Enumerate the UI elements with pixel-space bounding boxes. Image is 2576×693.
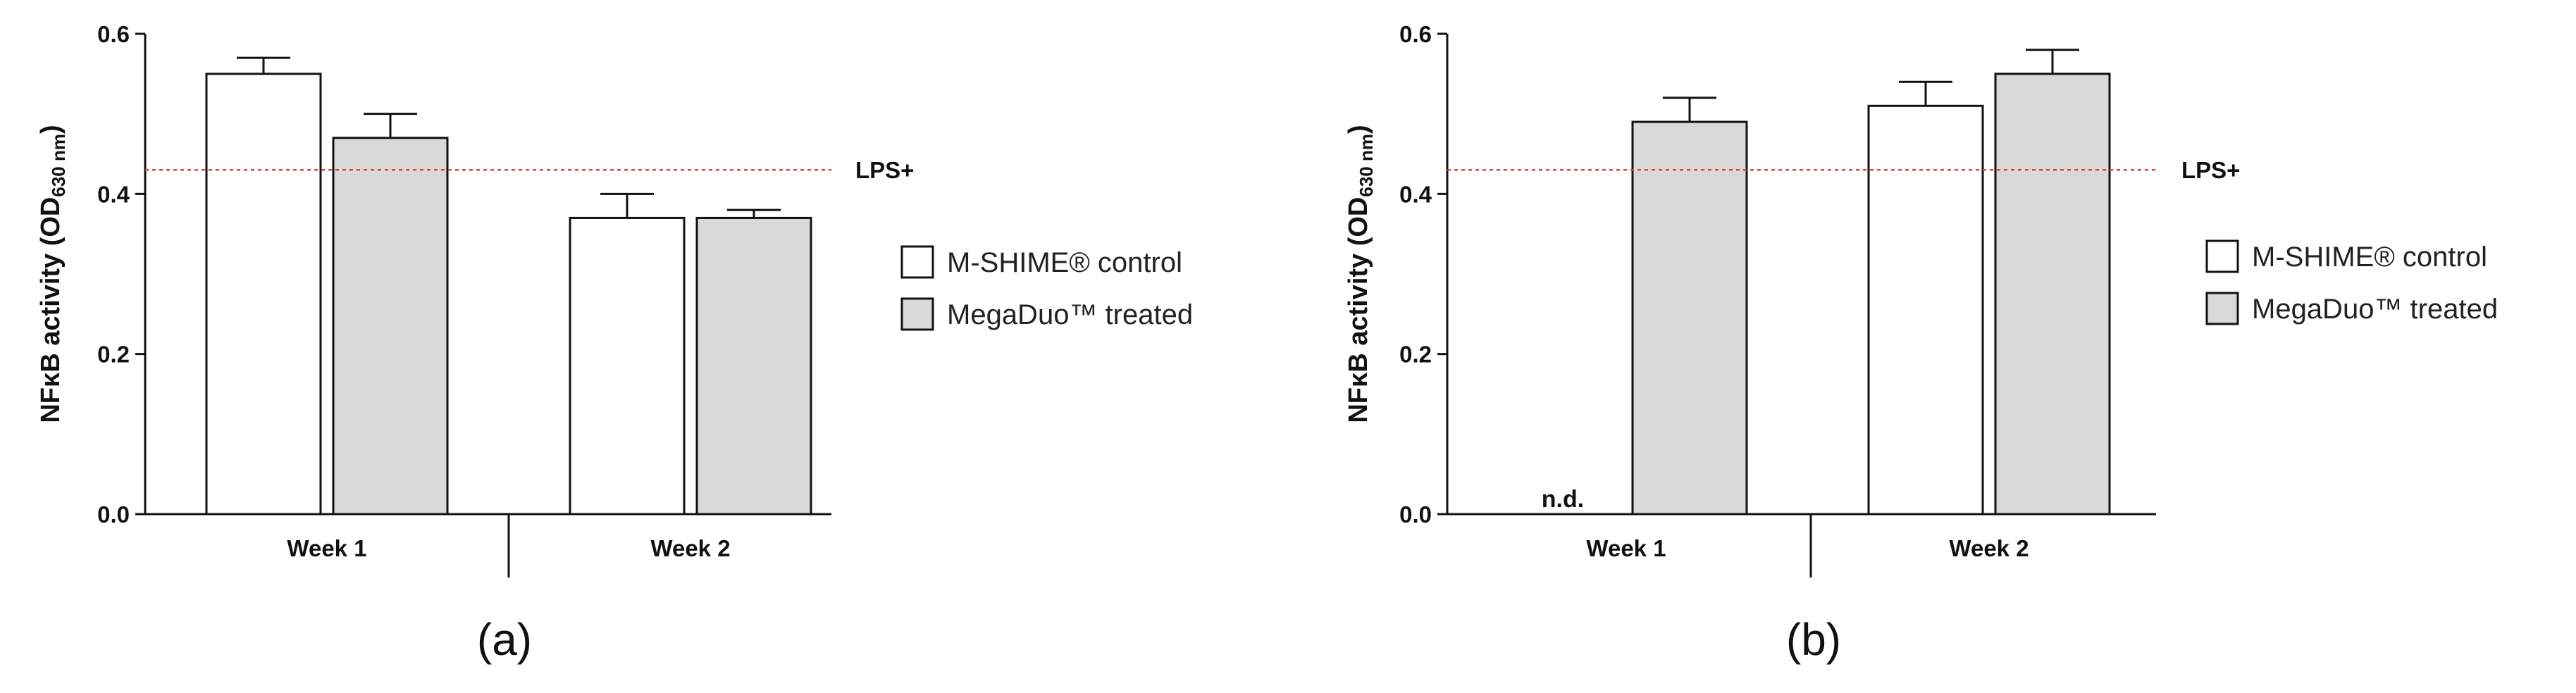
bar-series1-1	[1631, 120, 1748, 516]
y-axis-title: NFκB activity (OD630 nm)	[36, 125, 69, 423]
legend-swatch-series0	[900, 245, 934, 279]
legend-label-series0: M-SHIME® control	[2252, 242, 2487, 273]
panel-label: (b)	[1786, 614, 1841, 665]
y-axis-title-close: )	[1344, 125, 1373, 134]
legend-swatch-series1	[900, 297, 934, 331]
y-tick-label: 0.6	[1399, 21, 1432, 47]
y-tick-label: 0.2	[1399, 342, 1432, 368]
y-axis-title-close: )	[36, 125, 66, 134]
y-tick-label: 0.0	[1399, 501, 1432, 527]
legend-swatch-series0	[2205, 239, 2239, 273]
bar-series1-1	[332, 137, 449, 516]
x-tick-label: Week 1	[1586, 535, 1666, 561]
y-axis-title: NFκB activity (OD630 nm)	[1344, 125, 1377, 423]
x-tick-label: Week 1	[287, 535, 366, 561]
not-detected-label: n.d.	[1542, 486, 1584, 513]
chart-panel-a: 0.0 0.2 0.4 0.6 NFκB activity (OD630 nm) Week…	[36, 21, 1193, 665]
legend-label-series1: MegaDuo™ treated	[2252, 294, 2498, 325]
y-tick-label: 0.6	[97, 21, 130, 47]
chart-panel-b: 0.0 0.2 0.4 0.6 NFκB activity (OD630 nm) Week…	[1344, 21, 2498, 665]
reference-line-label: LPS+	[2181, 157, 2240, 183]
panel-label: (a)	[477, 614, 532, 665]
reference-line-label: LPS+	[855, 157, 914, 183]
y-axis-title-main: NFκB activity (OD	[1344, 197, 1373, 423]
bar-series1-2	[695, 216, 812, 516]
y-axis-title-main: NFκB activity (OD	[36, 197, 66, 423]
bar-series1-2	[1994, 73, 2111, 516]
y-tick-label: 0.0	[97, 501, 130, 527]
bar-series0-2	[569, 216, 686, 516]
x-tick-label: Week 2	[1949, 535, 2029, 561]
y-tick-label: 0.2	[97, 342, 130, 368]
bar-series0-2	[1867, 104, 1984, 516]
y-tick-label: 0.4	[97, 181, 130, 207]
y-axis-title-subscript: 630 nm	[48, 134, 69, 197]
bar-series0-1	[205, 73, 322, 516]
y-tick-label: 0.4	[1399, 181, 1432, 207]
legend-swatch-series1	[2205, 292, 2239, 325]
y-axis-title-subscript: 630 nm	[1356, 134, 1377, 197]
legend-label-series1: MegaDuo™ treated	[947, 299, 1193, 330]
x-tick-label: Week 2	[650, 535, 730, 561]
legend-label-series0: M-SHIME® control	[947, 247, 1182, 278]
